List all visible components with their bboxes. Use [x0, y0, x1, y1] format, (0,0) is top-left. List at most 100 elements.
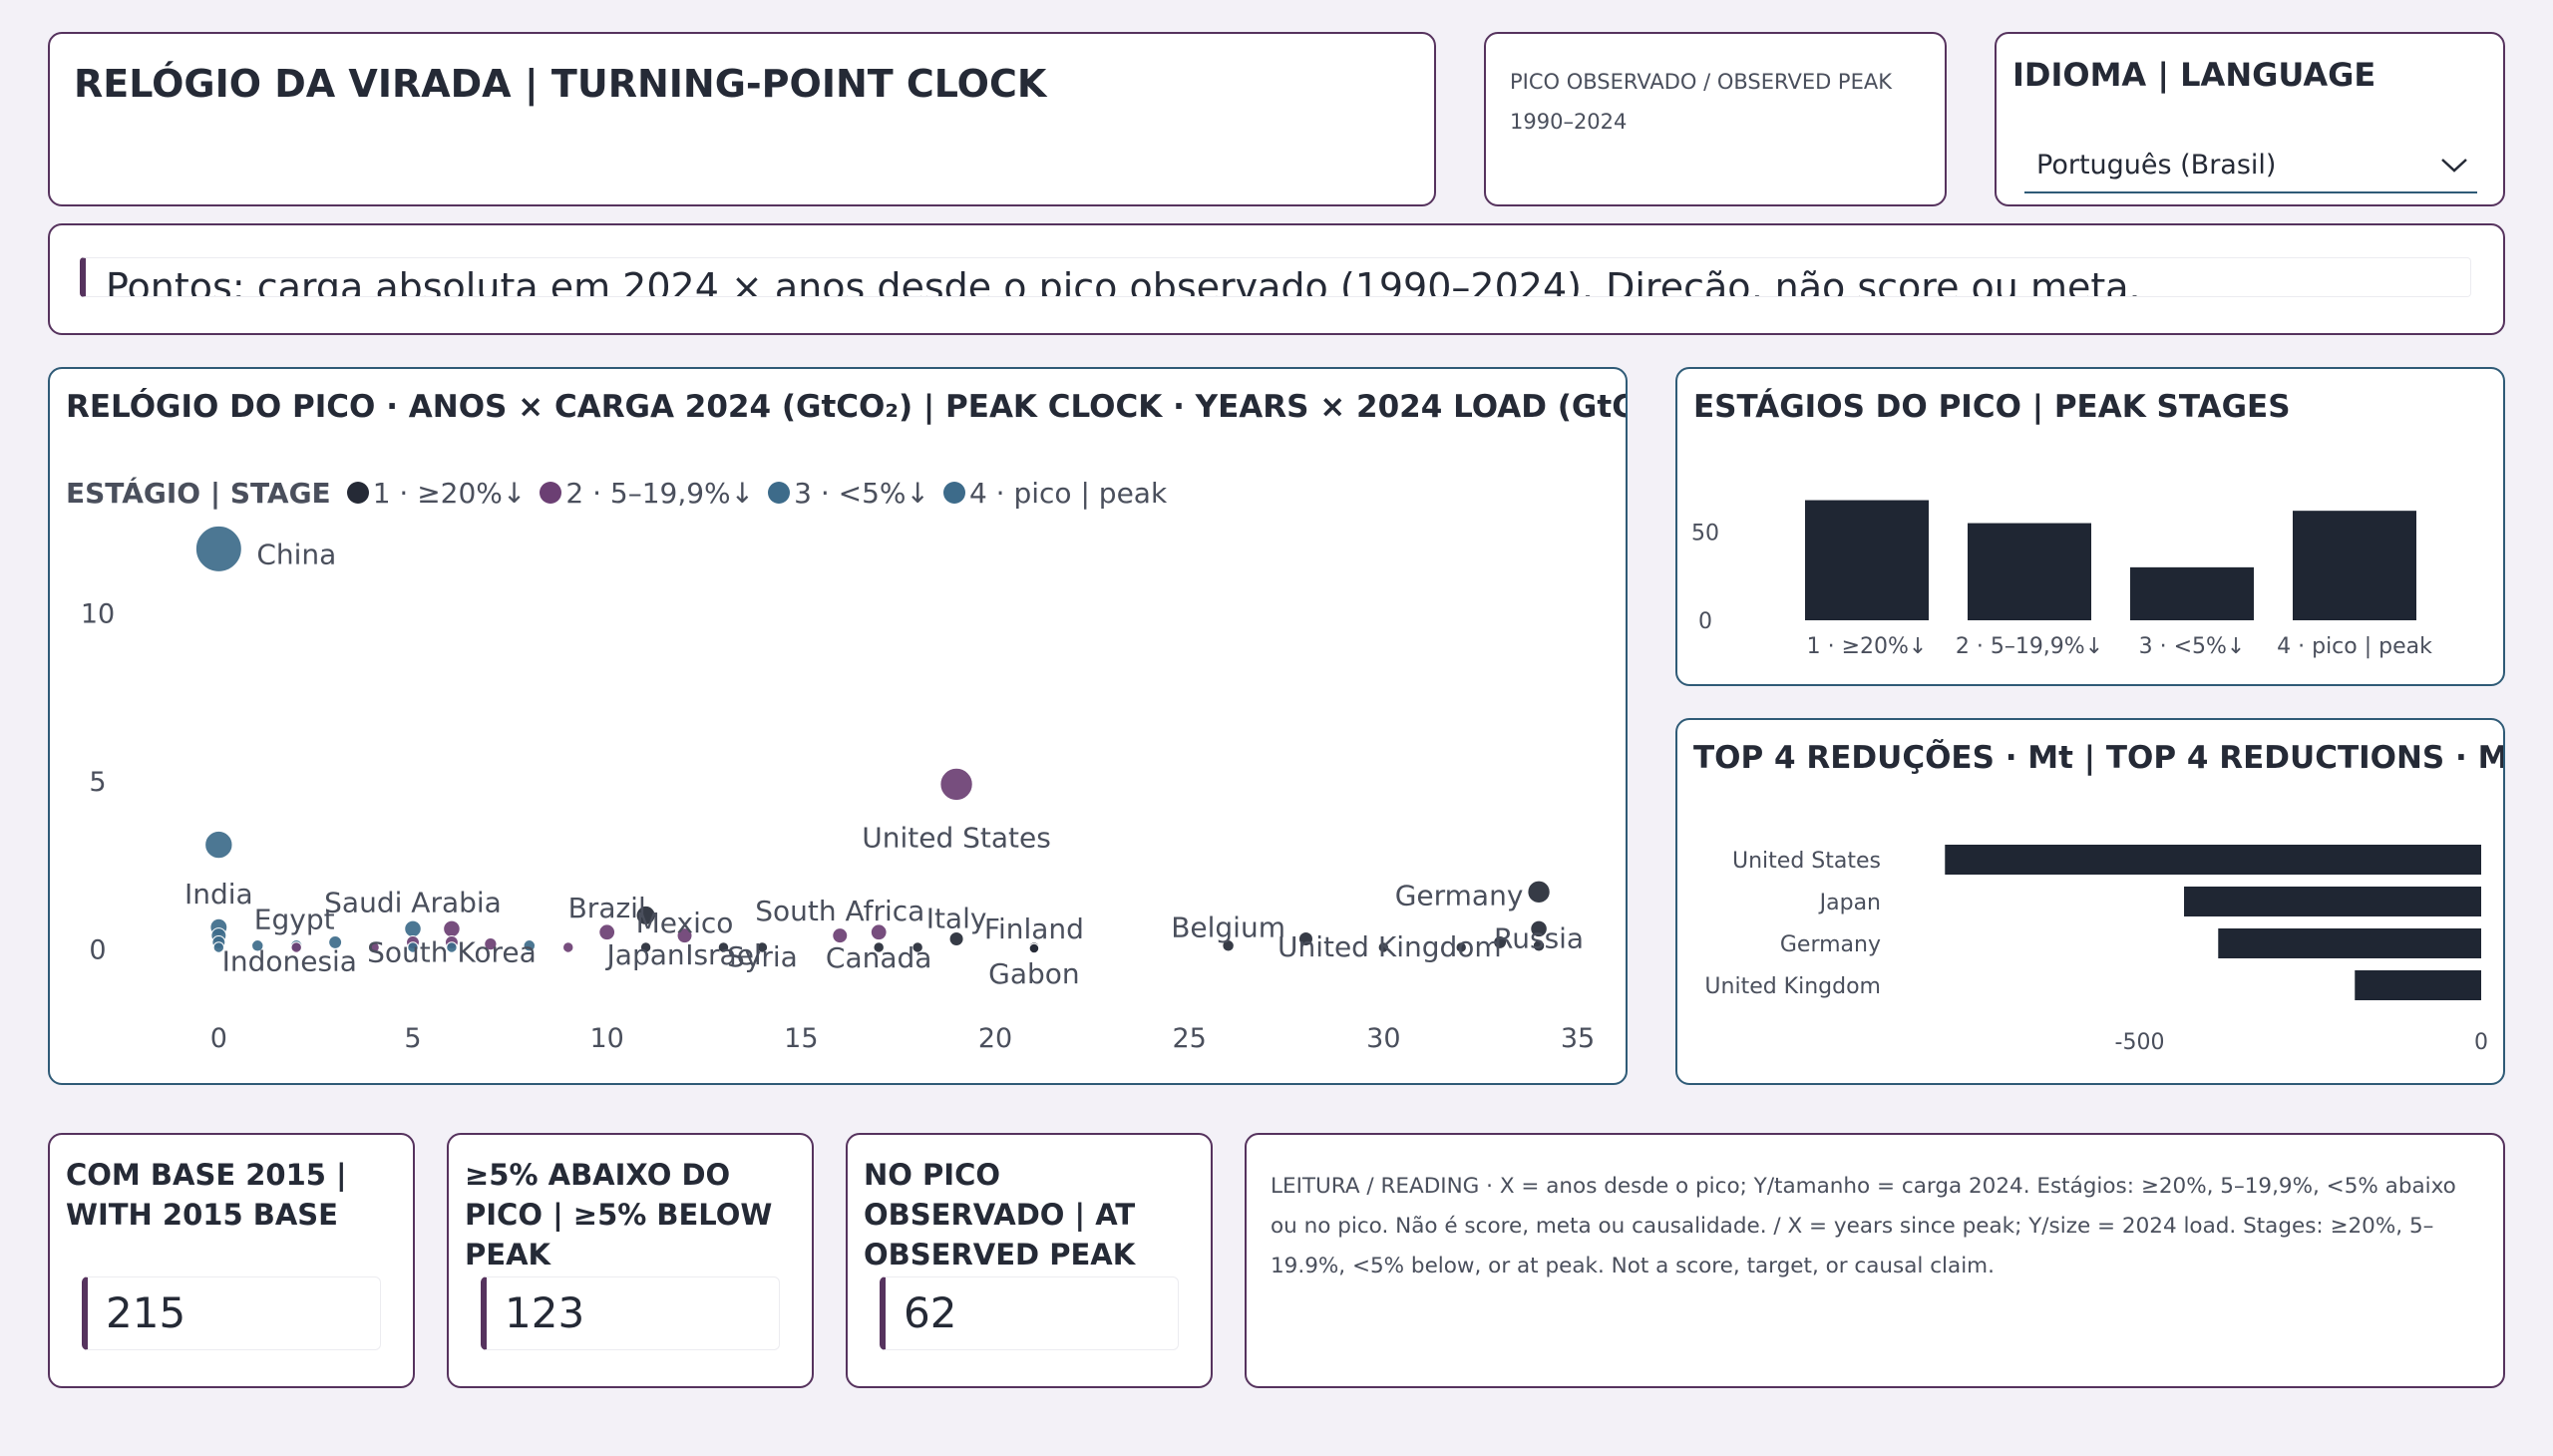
x-tick-label: 0 [210, 1023, 227, 1054]
legend-item-stage-3[interactable]: 3 · <5%↓ [768, 477, 929, 510]
point-label: Gabon [988, 957, 1080, 990]
stage-bar[interactable] [1805, 500, 1929, 620]
scatter-point[interactable] [1527, 880, 1551, 904]
point-label: Saudi Arabia [324, 886, 502, 918]
scatter-point[interactable] [407, 941, 419, 953]
category-label: 1 · ≥20%↓ [1807, 634, 1928, 659]
x-tick-label: 5 [404, 1023, 421, 1054]
point-label: Egypt [254, 903, 335, 935]
language-card: IDIOMA | LANGUAGE Português (Brasil) [1995, 32, 2505, 206]
reduction-bar[interactable] [2355, 970, 2481, 1000]
stage-bar[interactable] [2293, 511, 2416, 620]
scatter-point[interactable] [832, 927, 849, 944]
scatter-point[interactable] [912, 941, 923, 953]
category-label: United States [1732, 849, 1881, 874]
scatter-point[interactable] [1297, 931, 1313, 947]
reading-note-text: LEITURA / READING · X = anos desde o pic… [1271, 1174, 2456, 1278]
kpi-card-below-peak: ≥5% ABAIXO DO PICO | ≥5% BELOW PEAK 123 [447, 1133, 814, 1388]
category-label: Germany [1780, 932, 1881, 957]
x-tick-label: 10 [589, 1023, 623, 1054]
point-label: Syria [727, 940, 798, 973]
x-tick-label: 25 [1172, 1023, 1206, 1054]
scatter-point[interactable] [870, 923, 888, 941]
x-tick-label: 15 [784, 1023, 818, 1054]
observed-peak-range: 1990–2024 [1510, 110, 1628, 134]
scatter-point[interactable] [1377, 941, 1390, 953]
legend-label: 1 · ≥20%↓ [372, 476, 527, 510]
scatter-point[interactable] [873, 941, 885, 953]
legend-item-stage-2[interactable]: 2 · 5–19,9%↓ [540, 477, 754, 510]
scatter-point[interactable] [598, 923, 616, 941]
x-tick-label: 0 [2474, 1030, 2488, 1055]
scatter-point[interactable] [523, 939, 537, 952]
point-label: Belgium [1171, 910, 1285, 943]
legend-item-stage-1[interactable]: 1 · ≥20%↓ [346, 476, 527, 510]
scatter-point[interactable] [939, 767, 973, 802]
scatter-point[interactable] [368, 941, 380, 953]
scatter-point[interactable] [562, 941, 574, 953]
legend-item-stage-4[interactable]: 4 · pico | peak [942, 477, 1167, 510]
language-label: IDIOMA | LANGUAGE [2012, 56, 2376, 94]
scatter-point[interactable] [204, 830, 233, 860]
scatter-point[interactable] [1530, 919, 1548, 938]
scatter-point[interactable] [676, 927, 693, 944]
scatter-point[interactable] [251, 939, 264, 952]
scatter-point[interactable] [717, 941, 730, 953]
legend-swatch [768, 482, 791, 504]
reduction-bar[interactable] [2218, 928, 2481, 958]
point-label: Canada [826, 941, 932, 974]
category-label: United Kingdom [1704, 974, 1881, 999]
reduction-bar[interactable] [2184, 887, 2481, 916]
y-tick-label: 0 [89, 935, 106, 966]
point-label: Indonesia [222, 944, 357, 977]
scatter-point[interactable] [1493, 934, 1508, 949]
scatter-point[interactable] [1028, 942, 1040, 954]
scatter-point[interactable] [212, 941, 225, 953]
scatter-point[interactable] [484, 936, 498, 951]
peak-stages-chart: 0 50 1 · ≥20%↓ 2 · 5–19,9%↓ 3 · <5%↓ 4 · pico… [1691, 500, 2432, 659]
kpi-value: 215 [106, 1288, 186, 1337]
peak-stages-card: ESTÁGIOS DO PICO | PEAK STAGES 0 50 1 · ≥2… [1675, 367, 2505, 686]
language-select[interactable]: Português (Brasil) [2024, 146, 2477, 193]
y-tick-label: 50 [1691, 521, 1719, 546]
scatter-point[interactable] [635, 905, 656, 925]
page-title: RELÓGIO DA VIRADA | TURNING-POINT CLOCK [74, 62, 1047, 106]
scatter-point[interactable] [1222, 939, 1235, 952]
point-label: Israel [685, 938, 762, 971]
x-tick-label: 35 [1561, 1023, 1595, 1054]
stage-bar[interactable] [2130, 566, 2254, 620]
banner-box: Pontos: carga absoluta em 2024 × anos de… [80, 257, 2471, 297]
scatter-point[interactable] [639, 941, 652, 953]
legend-label: 3 · <5%↓ [794, 476, 929, 510]
category-label: 4 · pico | peak [2277, 634, 2432, 659]
point-label: Italy [926, 903, 987, 935]
scatter-point[interactable] [446, 941, 458, 953]
scatter-point[interactable] [756, 941, 769, 953]
scatter-point[interactable] [948, 931, 964, 947]
legend-swatch [346, 482, 369, 504]
point-label: Germany [1395, 879, 1524, 911]
kpi-value: 123 [505, 1288, 585, 1337]
scatter-point[interactable] [404, 919, 422, 938]
x-tick-label: 30 [1366, 1023, 1400, 1054]
kpi-value: 62 [904, 1288, 957, 1337]
scatter-point[interactable] [328, 934, 343, 949]
stage-bar[interactable] [1968, 523, 2091, 620]
scatter-point[interactable] [290, 941, 302, 953]
scatter-point[interactable] [443, 919, 461, 938]
point-label: Japan [605, 938, 685, 971]
scatter-point[interactable] [194, 525, 242, 572]
reduction-bar[interactable] [1945, 845, 2481, 875]
observed-peak-label: PICO OBSERVADO / OBSERVED PEAK [1510, 70, 1893, 94]
category-label: 2 · 5–19,9%↓ [1956, 634, 2103, 659]
kpi-card-2015-base: COM BASE 2015 | WITH 2015 BASE 215 [48, 1133, 415, 1388]
title-card: RELÓGIO DA VIRADA | TURNING-POINT CLOCK [48, 32, 1436, 206]
scatter-point[interactable] [1532, 939, 1546, 952]
stage-legend: ESTÁGIO | STAGE 1 · ≥20%↓ 2 · 5–19,9%↓ 3… [66, 473, 1167, 513]
info-banner: Pontos: carga absoluta em 2024 × anos de… [48, 223, 2505, 335]
x-tick-label: -500 [2115, 1030, 2165, 1055]
point-label: Finland [984, 912, 1084, 945]
point-label: Russia [1494, 921, 1584, 954]
kpi-title: COM BASE 2015 | WITH 2015 BASE [66, 1158, 347, 1232]
scatter-point[interactable] [1455, 941, 1467, 953]
